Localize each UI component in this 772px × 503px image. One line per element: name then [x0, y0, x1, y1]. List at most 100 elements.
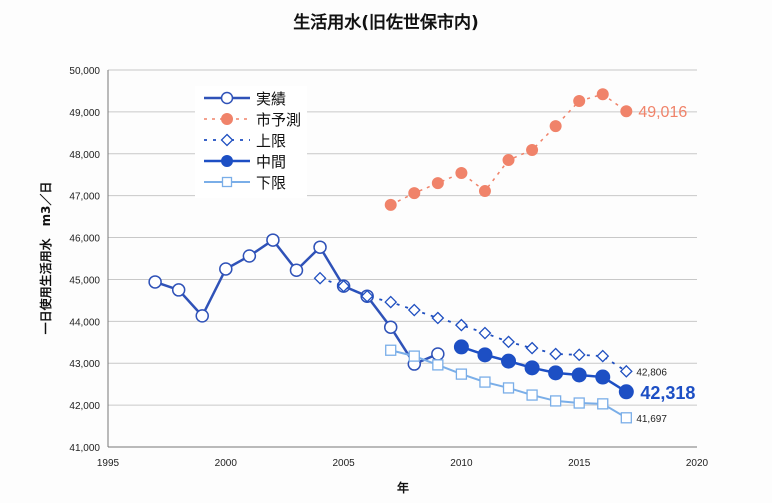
legend-item: 下限: [204, 174, 286, 192]
axes: 41,000 42,000 43,000 44,000 45,000 46,000 47,0…: [69, 66, 708, 469]
data-point: [431, 347, 445, 361]
data-point: [289, 263, 304, 277]
data-point: [502, 382, 515, 394]
data-point: [477, 347, 493, 363]
y-tick-label: 49,000: [69, 108, 100, 119]
series-5: [385, 344, 632, 424]
data-point: [455, 368, 468, 380]
y-tick-label: 48,000: [69, 150, 100, 161]
data-point: [548, 365, 564, 381]
data-point: [453, 339, 469, 355]
data-point: [619, 364, 633, 378]
data-point: [313, 240, 327, 254]
data-label: 41,697: [636, 414, 667, 425]
x-tick-label: 2000: [215, 458, 238, 469]
legend-marker: [220, 133, 234, 147]
series-4: [453, 339, 634, 400]
annotations: 49,016 42,806 42,318 41,697: [636, 104, 695, 425]
data-point: [573, 397, 585, 409]
data-point: [454, 318, 468, 332]
y-axis-label: 一日使用生活用水 m3／日: [38, 182, 53, 335]
x-tick-label: 2015: [568, 458, 591, 469]
data-label: 42,318: [640, 383, 695, 403]
legend-item: 中間: [204, 153, 286, 171]
data-point: [526, 144, 539, 157]
x-axis-label: 年: [397, 480, 409, 495]
legend-marker: [221, 155, 233, 167]
x-tick-label: 1995: [97, 458, 120, 469]
data-point: [455, 167, 468, 180]
y-tick-label: 45,000: [69, 275, 100, 286]
data-point: [572, 348, 586, 362]
data-point: [432, 359, 444, 371]
data-point: [502, 335, 515, 349]
data-point: [148, 275, 162, 289]
data-point: [360, 289, 374, 303]
chart-title: 生活用水(旧佐世保市内): [293, 12, 479, 33]
legend-marker: [221, 113, 233, 125]
legend-label: 中間: [256, 153, 286, 171]
series-3: [313, 271, 633, 378]
legend-item: 上限: [204, 132, 286, 150]
data-point: [431, 177, 444, 190]
legend-marker: [221, 176, 233, 188]
data-point: [573, 94, 586, 107]
data-label: 42,806: [636, 367, 667, 378]
y-tick-label: 41,000: [69, 443, 100, 454]
x-tick-label: 2005: [332, 458, 355, 469]
y-tick-label: 46,000: [69, 234, 100, 245]
data-point: [266, 233, 280, 247]
data-point: [596, 349, 610, 363]
x-tick-label: 2010: [450, 458, 473, 469]
data-point: [620, 105, 633, 118]
legend-label: 実績: [256, 90, 286, 108]
data-point: [571, 367, 587, 383]
data-point: [385, 344, 397, 356]
data-point: [549, 120, 562, 133]
data-point: [595, 369, 611, 385]
legend-label: 市予測: [256, 111, 301, 129]
data-point: [383, 320, 398, 334]
data-point: [408, 187, 421, 200]
data-point: [526, 389, 538, 401]
series-1: [148, 233, 445, 371]
y-tick-label: 44,000: [69, 317, 100, 328]
data-point: [195, 309, 209, 323]
data-point: [384, 295, 398, 309]
data-point: [525, 341, 539, 355]
data-point: [313, 271, 327, 285]
legend-box: [195, 86, 307, 198]
data-point: [618, 384, 634, 400]
y-tick-label: 42,000: [69, 401, 100, 412]
legend-item: 市予測: [204, 111, 301, 129]
data-point: [549, 347, 563, 361]
legend-label: 下限: [256, 174, 286, 192]
y-tick-label: 50,000: [69, 66, 100, 77]
data-point: [407, 303, 421, 317]
data-point: [501, 353, 517, 369]
data-point: [620, 412, 632, 424]
series-2: [384, 88, 633, 211]
data-point: [549, 395, 562, 407]
legend-item: 実績: [204, 90, 286, 108]
data-point: [596, 88, 609, 101]
data-label: 49,016: [638, 104, 687, 121]
data-point: [219, 262, 233, 276]
data-point: [478, 185, 491, 198]
data-point: [242, 249, 257, 263]
data-point: [502, 154, 515, 167]
series-line: [390, 93, 627, 206]
data-point: [408, 350, 420, 362]
y-tick-label: 43,000: [69, 359, 100, 370]
data-point: [171, 283, 186, 297]
series-group: [148, 88, 634, 424]
data-point: [337, 279, 351, 293]
data-point: [431, 311, 445, 325]
y-tick-label: 47,000: [69, 192, 100, 203]
legend-marker: [220, 91, 234, 105]
legend-label: 上限: [256, 132, 286, 150]
data-point: [384, 198, 397, 211]
